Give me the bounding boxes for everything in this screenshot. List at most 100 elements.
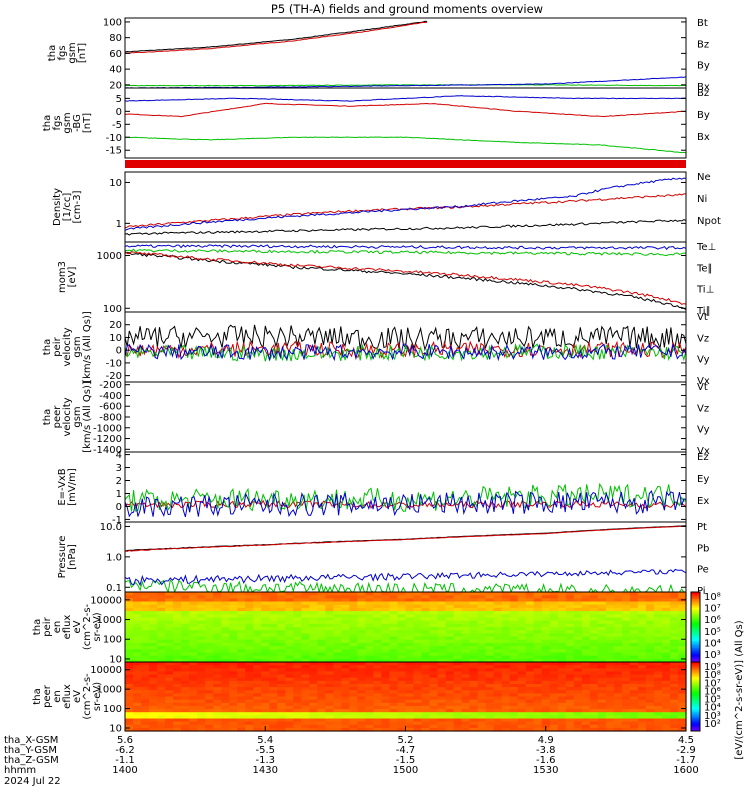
spectrogram-cell: [445, 627, 455, 631]
spectrogram-cell: [517, 674, 527, 679]
spectrogram-cell: [125, 623, 134, 628]
spectrogram-cell: [525, 655, 535, 660]
spectrogram-cell: [445, 724, 455, 729]
x-tick-label: 1400: [112, 765, 137, 776]
spectrogram-cell: [670, 642, 679, 647]
spectrogram-cell: [309, 604, 318, 609]
spectrogram-cell: [325, 696, 334, 701]
spectrogram-cell: [509, 721, 519, 726]
spectrogram-cell: [165, 665, 174, 669]
spectrogram-cell: [397, 693, 407, 698]
spectrogram-cell: [629, 655, 639, 660]
spectrogram-cell: [373, 636, 382, 641]
spectrogram-cell: [165, 639, 174, 644]
spectrogram-cell: [581, 687, 591, 691]
spectrogram-cell: [253, 662, 262, 666]
spectrogram-cell: [421, 696, 431, 701]
spectrogram-cell: [453, 620, 463, 625]
spectrogram-cell: [645, 718, 655, 723]
spectrogram-cell: [581, 658, 591, 663]
spectrogram-cell: [301, 693, 310, 698]
spectrogram-cell: [221, 611, 230, 615]
spectrogram-cell: [229, 642, 238, 647]
spectrogram-cell: [573, 658, 583, 663]
spectrogram-cell: [317, 702, 326, 707]
spectrogram-cell: [413, 598, 423, 603]
spectrogram-cell: [293, 671, 302, 676]
spectrogram-cell: [565, 668, 575, 672]
spectrogram-cell: [317, 677, 326, 682]
spectrogram-cell: [261, 712, 270, 716]
spectrogram-cell: [349, 721, 358, 726]
spectrogram-cell: [645, 674, 655, 679]
spectrogram-cell: [557, 702, 567, 707]
spectrogram-cell: [629, 684, 639, 688]
spectrogram-cell: [357, 684, 366, 688]
y-tick-label: 100: [103, 304, 122, 315]
spectrogram-cell: [613, 721, 623, 726]
spectrogram-cell: [629, 727, 639, 732]
spectrogram-cell: [333, 668, 342, 672]
spectrogram-cell: [549, 699, 559, 704]
spectrogram-cell: [557, 592, 567, 596]
spectrogram-cell: [333, 639, 342, 644]
spectrogram-cell: [365, 709, 374, 713]
spectrogram-cell: [605, 665, 615, 669]
legend-label: Bt: [697, 18, 708, 29]
spectrogram-cell: [157, 674, 166, 679]
spectrogram-cell: [173, 607, 182, 612]
spectrogram-cell: [173, 668, 182, 672]
spectrogram-cell: [293, 617, 302, 622]
spectrogram-cell: [221, 592, 230, 596]
spectrogram-cell: [509, 601, 519, 606]
spectrogram-cell: [125, 595, 134, 599]
spectrogram-cell: [621, 727, 631, 732]
panel-frame: [124, 17, 687, 89]
spectrogram-cell: [605, 662, 615, 666]
spectrogram-cell: [662, 623, 671, 628]
spectrogram-cell: [373, 604, 382, 609]
spectrogram-cell: [421, 665, 431, 669]
spectrogram-cell: [157, 636, 166, 641]
spectrogram-cell: [309, 721, 318, 726]
spectrogram-cell: [413, 684, 423, 688]
y-tick-label: 1000: [97, 251, 122, 262]
spectrogram-cell: [173, 699, 182, 704]
spectrogram-cell: [405, 604, 415, 609]
spectrogram-cell: [213, 598, 222, 603]
spectrogram-cell: [397, 601, 407, 606]
colorbar-cell: [691, 679, 700, 682]
spectrogram-cell: [181, 693, 190, 698]
spectrogram-cell: [341, 655, 350, 660]
spectrogram-cell: [605, 614, 615, 619]
spectrogram-cell: [678, 715, 687, 719]
spectrogram-cell: [133, 674, 142, 679]
spectrogram-cell: [181, 662, 190, 666]
spectrogram-cell: [525, 677, 535, 682]
spectrogram-cell: [597, 712, 607, 716]
spectrogram-cell: [285, 684, 294, 688]
spectrogram-cell: [517, 646, 527, 650]
spectrogram-cell: [509, 715, 519, 719]
spectrogram-cell: [678, 627, 687, 631]
spectrogram-cell: [205, 614, 214, 619]
spectrogram-cell: [557, 712, 567, 716]
spectrogram-cell: [197, 696, 206, 701]
spectrogram-cell: [125, 639, 134, 644]
spectrogram-cell: [662, 639, 671, 644]
spectrogram-cell: [133, 604, 142, 609]
colorbar-tick-label: 10⁷: [704, 604, 721, 615]
spectrogram-cell: [397, 671, 407, 676]
spectrogram-cell: [662, 727, 671, 732]
spectrogram-cell: [525, 623, 535, 628]
spectrogram-cell: [581, 598, 591, 603]
spectrogram-cell: [309, 595, 318, 599]
spectrogram-cell: [678, 642, 687, 647]
spectrogram-cell: [253, 715, 262, 719]
colorbar-cell: [691, 715, 700, 718]
spectrogram-cell: [237, 627, 246, 631]
spectrogram-cell: [613, 639, 623, 644]
spectrogram-cell: [501, 639, 511, 644]
spectrogram-cell: [213, 649, 222, 654]
